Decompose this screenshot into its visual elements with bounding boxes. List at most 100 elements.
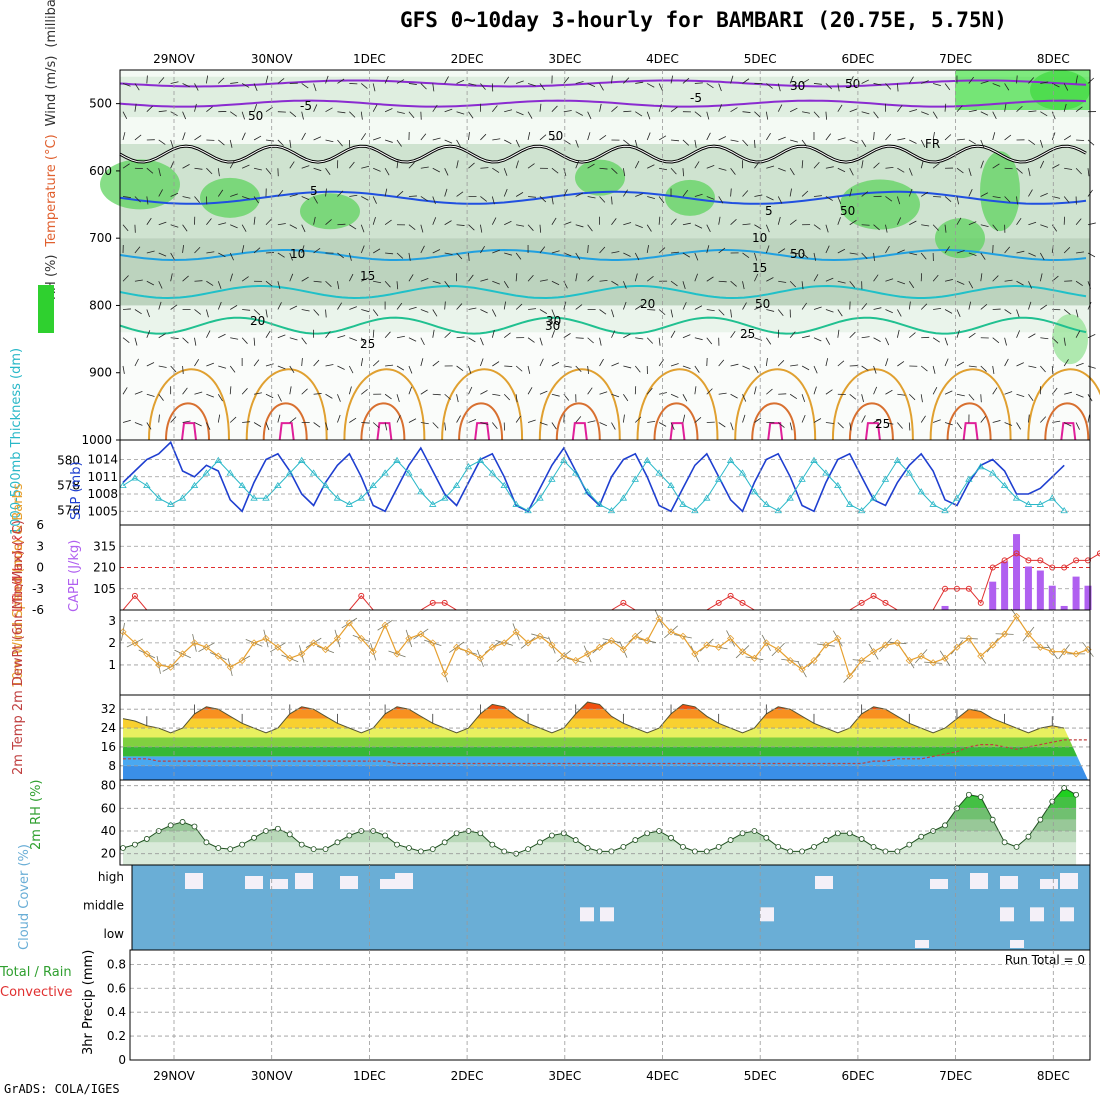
wind-barb [730, 309, 732, 318]
wind-barb [635, 304, 643, 310]
wind-barb [718, 83, 722, 92]
wind-barb [730, 139, 739, 142]
wind-barb [491, 217, 497, 225]
wind-barb [444, 393, 451, 400]
cape-tick-label: 105 [93, 582, 116, 596]
wind-barb [599, 103, 602, 112]
wind-barb [813, 365, 818, 374]
wind-barb [1075, 362, 1084, 367]
temp-band [123, 709, 1088, 719]
wind-barb [217, 301, 222, 310]
wind-barb [932, 419, 941, 423]
wind-barb [194, 246, 201, 254]
wind-barb [622, 168, 626, 177]
wind-barb [944, 83, 951, 91]
wind-barb [790, 252, 799, 254]
wind-barb [289, 386, 292, 395]
date-label-top: 29NOV [153, 52, 195, 66]
wind-barb [515, 303, 523, 310]
slp-thickness-panel: 1005 1008 1011 1014 576 578 580 1000-500mb Thic… [9, 348, 1091, 535]
date-label-top: 3DEC [548, 52, 581, 66]
wind-barb [360, 224, 365, 233]
thickness-point [452, 481, 461, 489]
li-line [122, 552, 1100, 611]
wind-barb [909, 220, 917, 226]
wind-barb [956, 361, 965, 367]
wind-barb [241, 164, 250, 169]
rh-point [870, 843, 877, 850]
wind-barb [1016, 196, 1018, 205]
thickness-line [122, 459, 1065, 512]
wind-barb [146, 105, 153, 112]
wind-barb [277, 223, 286, 226]
wind-barb [718, 309, 725, 316]
wind-point [381, 621, 389, 629]
wind-barb [146, 422, 152, 430]
contour-label: 25 [360, 337, 375, 351]
wind-barb [968, 281, 974, 289]
wind-barb [956, 250, 965, 254]
date-label-bottom: 4DEC [646, 1069, 679, 1083]
wind-barb [849, 393, 857, 400]
wind-barb [861, 139, 867, 147]
wind-barb [277, 414, 281, 423]
wind-barb [134, 83, 140, 91]
rh-point [894, 848, 901, 855]
wind-barb [1028, 394, 1034, 401]
wind-point [119, 628, 127, 636]
wind-barb [468, 224, 475, 231]
wind-barb [194, 280, 203, 282]
temp-band [123, 746, 1088, 757]
wind-point [762, 639, 770, 647]
wind-barb [1087, 334, 1096, 339]
wind-barb [229, 365, 236, 373]
wind-barb [575, 111, 583, 116]
cloud-high [1000, 876, 1018, 889]
wind-barb [933, 307, 942, 310]
wind-barb [230, 224, 238, 229]
li-point [358, 592, 365, 599]
wind-point [238, 656, 246, 665]
wind-point [643, 637, 651, 645]
wind-barb [503, 168, 508, 176]
li-point [1025, 557, 1032, 564]
rh-point [834, 830, 841, 837]
wind-barb [587, 420, 596, 423]
wind-barb [241, 337, 248, 344]
wind-barb [813, 111, 820, 118]
wind-point [190, 639, 199, 647]
li-point [1073, 557, 1080, 564]
wind-barb [849, 188, 853, 197]
wind-barb [182, 224, 188, 232]
slp-tick-label: 1005 [87, 504, 118, 518]
wind-barb [456, 160, 459, 169]
rh-point [453, 830, 460, 837]
cape-bar [1060, 605, 1068, 610]
rh-point [620, 843, 627, 850]
wind-barb [789, 188, 792, 197]
wind-barb [992, 387, 998, 395]
wind-barb [551, 105, 558, 112]
panel-frame [119, 439, 1091, 526]
rh-point [680, 843, 686, 850]
wind-barb [373, 136, 381, 141]
wind-barb [1004, 309, 1012, 315]
wind-barb [396, 415, 401, 423]
wind-barb [1087, 252, 1096, 258]
wind-barb [515, 192, 524, 197]
wind-barb [670, 139, 680, 142]
wind-barb [777, 360, 785, 367]
wind-barb [825, 358, 829, 367]
wind-barb [742, 281, 745, 290]
wind-barb [634, 273, 638, 282]
wind-barb [134, 422, 143, 426]
wind-point [500, 639, 508, 647]
temp-contour [831, 368, 914, 441]
wind-barb [801, 190, 809, 197]
wind-point [881, 641, 890, 649]
wind-barb [837, 280, 846, 284]
contour-label: 30 [546, 314, 561, 328]
wind-barb [468, 274, 474, 282]
rh-point [715, 843, 722, 850]
rh-point [239, 841, 246, 848]
